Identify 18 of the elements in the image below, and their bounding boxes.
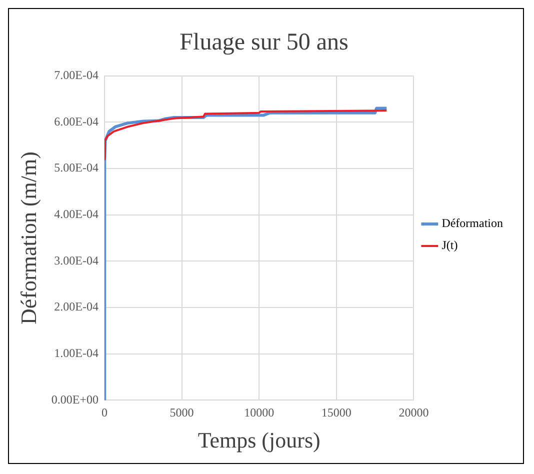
x-tick-label: 20000 [398, 406, 429, 420]
legend-label: J(t) [442, 238, 458, 252]
x-tick-label: 0 [102, 406, 108, 420]
y-tick-label: 5.00E-04 [54, 160, 98, 175]
chart-title: Fluage sur 50 ans [180, 30, 348, 56]
y-tick-label: 4.00E-04 [54, 206, 98, 221]
y-tick-label: 3.00E-04 [54, 253, 98, 268]
legend-label: Déformation [442, 216, 503, 230]
y-tick-label: 7.00E-04 [54, 68, 98, 82]
y-tick-label: 2.00E-04 [54, 300, 98, 314]
y-tick-label: 1.00E-04 [54, 346, 98, 360]
x-tick-label: 10000 [244, 406, 274, 420]
x-tick-label: 5000 [170, 406, 194, 420]
y-tick-label: 0.00E+00 [51, 392, 98, 406]
x-tick-label: 15000 [321, 406, 352, 420]
x-axis-title: Temps (jours) [198, 428, 320, 453]
y-axis-title: Déformation (m/m) [16, 152, 41, 324]
y-tick-label: 6.00E-04 [54, 114, 98, 128]
